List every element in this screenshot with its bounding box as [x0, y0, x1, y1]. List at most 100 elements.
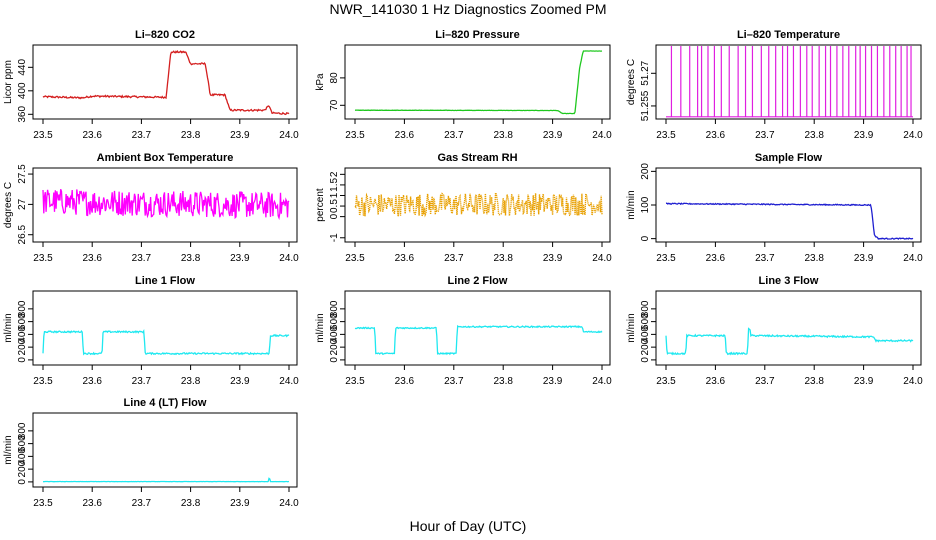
y-tick-label: 80 [329, 72, 340, 84]
series-line [354, 324, 603, 356]
y-tick-label: 51.27 [640, 60, 651, 85]
y-axis-label: ml/min [626, 313, 637, 342]
y-axis-label: degrees C [626, 59, 637, 105]
plot-frame [655, 167, 922, 243]
panel-1: Li–820 CO2 23.5 23.6 23.7 23.8 23.9 24.0 360 400… [3, 29, 299, 141]
plot-frame [32, 412, 298, 488]
x-tick-label: 24.0 [592, 376, 612, 387]
y-axis-label: degrees C [3, 182, 14, 228]
y-axis-label: ml/min [315, 313, 326, 342]
x-tick-label: 23.7 [132, 376, 152, 387]
y-axis-label: ml/min [626, 190, 637, 219]
x-tick-label: 23.9 [230, 376, 250, 387]
x-tick-label: 23.5 [345, 130, 365, 141]
x-tick-label: 23.6 [706, 253, 726, 264]
x-tick-label: 23.8 [804, 376, 824, 387]
y-axis-label: ml/min [3, 313, 14, 342]
x-tick-label: 23.6 [395, 253, 415, 264]
y-tick-label: -1 [329, 233, 340, 242]
x-tick-label: 23.5 [345, 376, 365, 387]
y-axis-label: kPa [315, 73, 326, 91]
x-tick-label: 23.8 [181, 376, 201, 387]
y-tick-label: 200 [640, 338, 651, 355]
plot-frame [32, 167, 298, 243]
panel-7: Line 1 Flow 23.5 23.6 23.7 23.8 23.9 24.0 0 2004… [3, 275, 299, 387]
x-tick-label: 23.7 [755, 130, 775, 141]
x-axis-label: Hour of Day (UTC) [409, 518, 527, 534]
y-tick-label: 27 [17, 198, 28, 210]
x-tick-label: 23.5 [656, 376, 676, 387]
x-tick-label: 23.8 [181, 130, 201, 141]
x-tick-label: 23.7 [755, 376, 775, 387]
plot-frame [344, 167, 611, 243]
y-tick-label: 800 [329, 300, 340, 317]
x-tick-label: 23.9 [854, 376, 874, 387]
panel-8: Line 2 Flow 23.5 23.6 23.7 23.8 23.9 24.0 0 2004… [315, 275, 612, 387]
y-tick-label: 200 [640, 163, 651, 180]
x-tick-label: 24.0 [279, 498, 299, 509]
x-tick-label: 23.6 [395, 376, 415, 387]
x-tick-label: 23.5 [345, 253, 365, 264]
y-tick-label: 0.5 [329, 199, 340, 213]
x-tick-label: 24.0 [903, 376, 923, 387]
x-tick-label: 23.6 [82, 253, 102, 264]
panel-title: Ambient Box Temperature [97, 152, 234, 164]
plot-frame [32, 290, 298, 366]
plot-frame [344, 44, 611, 120]
plot-frame [655, 290, 922, 366]
y-axis-label: percent [315, 188, 326, 222]
panel-title: Line 1 Flow [135, 275, 195, 287]
panel-6: Sample Flow 23.5 23.6 23.7 23.8 23.9 24.0 0 100 2… [626, 152, 923, 264]
x-tick-label: 24.0 [592, 130, 612, 141]
x-tick-label: 23.8 [181, 498, 201, 509]
y-tick-label: 0 [17, 357, 28, 363]
x-tick-label: 23.7 [755, 253, 775, 264]
y-tick-label: 800 [17, 300, 28, 317]
panel-title: Gas Stream RH [437, 152, 517, 164]
y-tick-label: 800 [17, 422, 28, 439]
x-tick-label: 23.7 [444, 253, 464, 264]
y-tick-label: 100 [640, 196, 651, 213]
panel-title: Sample Flow [755, 152, 823, 164]
y-axis-label: Licor ppm [3, 60, 14, 104]
series-line [42, 477, 290, 483]
y-tick-label: 2 [329, 171, 340, 177]
x-tick-label: 23.6 [706, 130, 726, 141]
y-tick-label: 200 [17, 460, 28, 477]
x-tick-label: 23.7 [444, 376, 464, 387]
x-tick-label: 23.5 [33, 376, 53, 387]
plot-frame [32, 44, 298, 120]
series-line [665, 327, 914, 356]
y-tick-label: 440 [17, 59, 28, 76]
x-tick-label: 23.5 [33, 130, 53, 141]
x-tick-label: 24.0 [279, 376, 299, 387]
x-tick-label: 23.6 [395, 130, 415, 141]
y-tick-label: 400 [640, 326, 651, 343]
y-tick-label: 26.5 [17, 225, 28, 245]
plot-frame [344, 290, 611, 366]
x-tick-label: 23.8 [493, 253, 513, 264]
panel-10: Line 4 (LT) Flow 23.5 23.6 23.7 23.8 23.9 24.0… [3, 397, 299, 509]
y-tick-label: 800 [640, 300, 651, 317]
x-tick-label: 23.6 [82, 130, 102, 141]
series-line [42, 188, 290, 221]
x-tick-label: 23.8 [804, 130, 824, 141]
panel-3: Li–820 Temperature 23.5 23.6 23.7 23.8 23.9 24… [626, 29, 923, 141]
x-tick-label: 24.0 [903, 130, 923, 141]
x-tick-label: 23.9 [543, 130, 563, 141]
x-tick-label: 23.7 [132, 498, 152, 509]
y-tick-label: 0 [640, 357, 651, 363]
x-tick-label: 23.7 [444, 130, 464, 141]
panel-9: Line 3 Flow 23.5 23.6 23.7 23.8 23.9 24.0 0 2004… [626, 275, 923, 387]
y-tick-label: 70 [329, 99, 340, 111]
y-tick-label: 600 [329, 313, 340, 330]
y-tick-label: 27.5 [17, 164, 28, 184]
y-tick-label: 0 [640, 235, 651, 241]
x-tick-label: 23.9 [543, 376, 563, 387]
y-tick-label: 1.5 [329, 178, 340, 192]
y-tick-label: 600 [640, 313, 651, 330]
series-line [42, 328, 290, 356]
x-tick-label: 23.6 [82, 376, 102, 387]
panel-title: Line 2 Flow [448, 275, 508, 287]
